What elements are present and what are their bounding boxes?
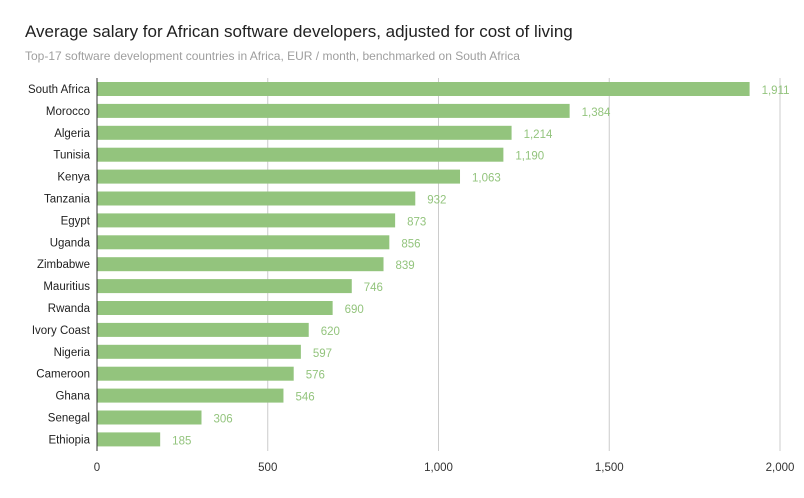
bar-ethiopia	[97, 432, 161, 447]
category-label: Morocco	[46, 106, 90, 118]
value-label: 1,911	[762, 85, 790, 97]
category-label: Algeria	[54, 128, 90, 140]
category-label: Cameroon	[36, 369, 90, 381]
labels: 0 500 1,000 1,500 2,000 South Africa 1,911 Moro…	[28, 84, 794, 474]
value-label: 1,384	[582, 107, 611, 119]
value-label: 839	[396, 260, 415, 272]
category-label: Egypt	[61, 215, 91, 227]
value-label: 306	[213, 414, 232, 426]
category-label: Ivory Coast	[32, 325, 91, 337]
value-label: 873	[407, 216, 426, 228]
category-label: Rwanda	[48, 303, 91, 315]
bar-egypt	[97, 213, 396, 228]
category-label: Ghana	[55, 391, 90, 403]
bar-uganda	[97, 235, 390, 250]
bar-zimbabwe	[97, 257, 384, 272]
value-label: 1,190	[515, 151, 544, 163]
x-tick-label: 500	[258, 462, 277, 474]
bar-nigeria	[97, 344, 301, 359]
value-label: 856	[401, 238, 420, 250]
bar-kenya	[97, 169, 461, 184]
value-label: 690	[345, 304, 364, 316]
bars	[97, 82, 750, 447]
bar-morocco	[97, 103, 570, 118]
bar-ivory-coast	[97, 322, 309, 337]
category-label: Senegal	[48, 413, 90, 425]
x-tick-label: 0	[94, 462, 100, 474]
value-label: 1,214	[524, 129, 553, 141]
bar-rwanda	[97, 301, 333, 315]
x-tick-label: 1,000	[424, 462, 453, 474]
bar-tanzania	[97, 191, 416, 206]
x-tick-label: 2,000	[766, 462, 795, 474]
value-label: 1,063	[472, 173, 501, 185]
value-label: 185	[172, 435, 191, 447]
bar-algeria	[97, 125, 512, 140]
value-label: 620	[321, 326, 340, 338]
category-label: Mauritius	[43, 281, 90, 293]
value-label: 932	[427, 195, 446, 207]
value-label: 597	[313, 348, 332, 360]
category-label: South Africa	[28, 84, 91, 96]
x-tick-label: 1,500	[595, 462, 624, 474]
category-label: Tanzania	[44, 194, 91, 206]
bar-cameroon	[97, 366, 294, 381]
category-label: Kenya	[57, 172, 90, 184]
bar-south-africa	[97, 82, 750, 96]
category-label: Uganda	[50, 237, 91, 249]
chart-title: Average salary for African software deve…	[25, 22, 573, 41]
chart-subtitle: Top-17 software development countries in…	[25, 49, 520, 63]
bar-tunisia	[97, 147, 504, 162]
category-label: Ethiopia	[48, 434, 90, 446]
value-label: 546	[295, 392, 314, 404]
category-label: Zimbabwe	[37, 259, 90, 271]
bar-ghana	[97, 388, 284, 403]
bar-mauritius	[97, 279, 352, 294]
value-label: 746	[364, 282, 383, 294]
value-label: 576	[306, 370, 325, 382]
bar-senegal	[97, 410, 202, 425]
category-label: Nigeria	[54, 347, 91, 359]
category-label: Tunisia	[53, 150, 90, 162]
